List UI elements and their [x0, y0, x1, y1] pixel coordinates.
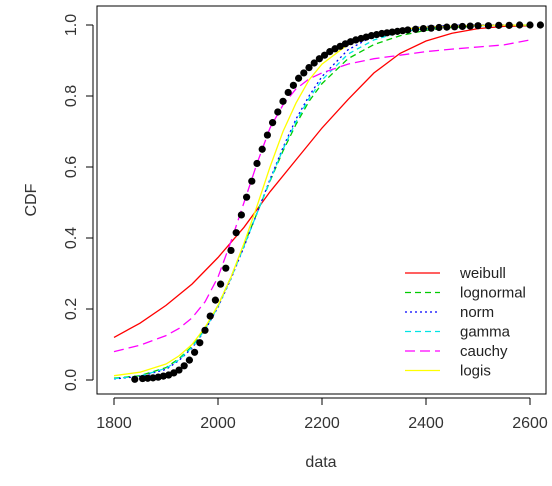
empirical-point	[310, 59, 318, 67]
y-tick-label: 0.6	[63, 156, 80, 178]
legend-label-norm: norm	[460, 304, 494, 321]
empirical-point	[458, 22, 466, 31]
empirical-point	[295, 74, 303, 82]
empirical-point	[248, 177, 256, 185]
series-line-gamma	[113, 24, 531, 380]
legend-label-cauchy: cauchy	[460, 343, 508, 360]
empirical-point	[263, 131, 271, 139]
empirical-point	[300, 69, 308, 77]
empirical-point	[315, 55, 323, 63]
legend-label-logis: logis	[460, 363, 491, 380]
empirical-point	[211, 296, 219, 304]
x-axis: 1800 2000 2200 2400 2600	[96, 397, 548, 432]
legend-label-weibull: weibull	[459, 265, 506, 282]
series-line-weibull	[113, 25, 531, 338]
empirical-point	[269, 119, 277, 127]
x-tick-label: 2400	[408, 415, 444, 432]
empirical-point	[404, 26, 412, 34]
empirical-point	[427, 24, 435, 32]
empirical-point	[243, 193, 251, 201]
empirical-point	[289, 81, 297, 89]
empirical-point	[258, 145, 266, 153]
empirical-point	[435, 23, 443, 32]
empirical-point	[196, 339, 204, 347]
empirical-point	[253, 159, 261, 168]
empirical-point	[305, 64, 313, 72]
legend-label-lognormal: lognormal	[460, 285, 526, 302]
y-tick-label: 0.8	[63, 85, 80, 107]
x-tick-label: 2000	[200, 415, 236, 432]
empirical-point	[279, 97, 287, 105]
empirical-point	[232, 229, 240, 237]
empirical-point	[274, 108, 282, 116]
empirical-point	[321, 51, 329, 59]
empirical-point	[505, 21, 513, 29]
empirical-point	[412, 25, 420, 33]
x-axis-title: data	[305, 454, 336, 471]
empirical-point	[217, 280, 225, 288]
plot-frame	[96, 5, 547, 395]
empirical-point	[536, 21, 545, 29]
empirical-point	[466, 22, 474, 30]
x-tick-label: 1800	[96, 415, 132, 432]
empirical-point	[484, 22, 492, 30]
empirical-point	[139, 374, 147, 383]
y-tick-label: 0.2	[63, 298, 80, 320]
empirical-point	[516, 21, 524, 29]
empirical-point	[180, 362, 188, 370]
empirical-point	[144, 374, 152, 382]
empirical-point	[451, 23, 459, 31]
empirical-point	[284, 88, 292, 97]
x-tick-label: 2200	[304, 415, 340, 432]
empirical-point	[175, 366, 183, 374]
empirical-point	[443, 23, 451, 31]
empirical-point	[206, 312, 214, 320]
y-tick-label: 0.0	[63, 369, 80, 391]
empirical-point	[131, 375, 139, 383]
y-tick-label: 1.0	[63, 14, 80, 36]
legend: weibull lognormal norm gamma cauchy logis	[405, 265, 526, 380]
empirical-point	[474, 22, 482, 30]
x-tick-label: 2600	[512, 415, 548, 432]
empirical-point	[222, 264, 230, 272]
y-axis: 0.0 0.2 0.4 0.6 0.8 1.0	[63, 14, 94, 391]
y-axis-title: CDF	[23, 183, 40, 216]
empirical-point	[526, 21, 534, 29]
empirical-point	[185, 356, 193, 364]
empirical-point	[237, 211, 245, 219]
empirical-point	[227, 246, 235, 255]
empirical-point	[419, 24, 427, 33]
y-tick-label: 0.4	[63, 227, 80, 249]
empirical-point	[495, 21, 503, 29]
legend-label-gamma: gamma	[460, 324, 511, 341]
empirical-points-layer	[131, 21, 545, 383]
empirical-point	[191, 348, 199, 356]
empirical-point	[201, 326, 209, 334]
